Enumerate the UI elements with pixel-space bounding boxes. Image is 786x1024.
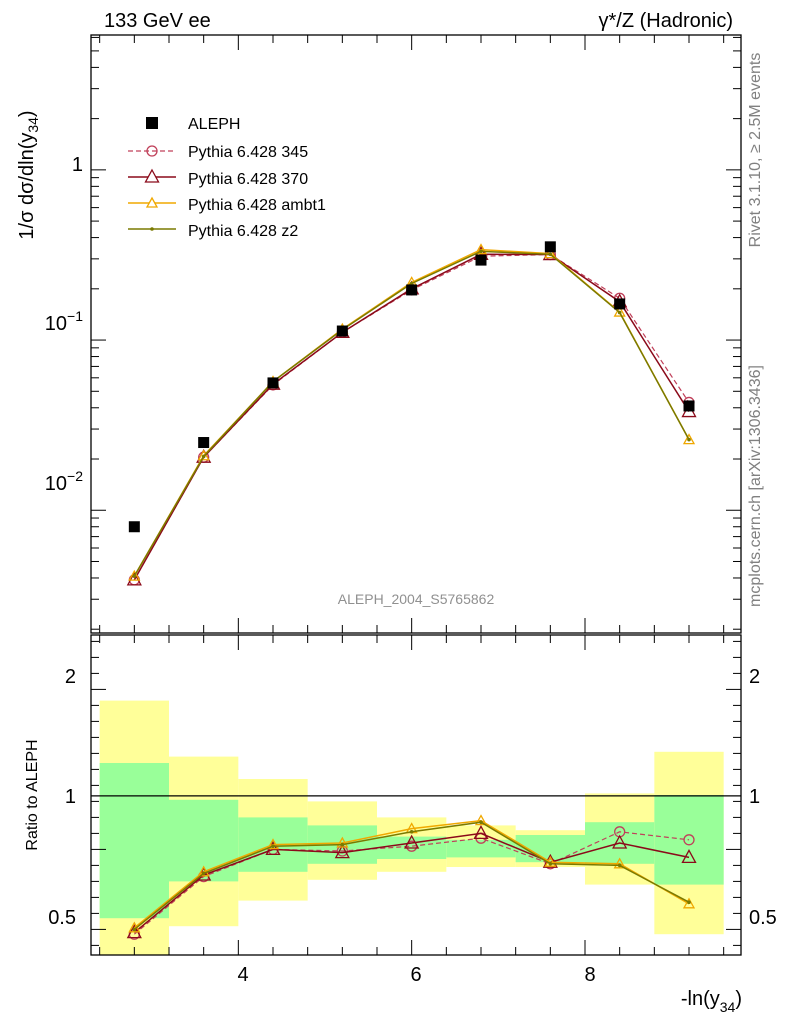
point-pythia-z2 — [617, 310, 622, 315]
point-pythia-370 — [681, 849, 697, 864]
point-aleph — [683, 400, 695, 412]
ratio-series — [126, 814, 697, 940]
xlabel-subscript: 34 — [720, 999, 736, 1015]
series-line-p370 — [133, 832, 690, 934]
point-pythia-z2 — [271, 844, 275, 848]
point-pythia-z2 — [548, 862, 553, 866]
ratio-ytick-right-0-5: 0.5 — [749, 907, 777, 929]
ratio-plot-frame — [90, 634, 742, 956]
main-ytick-10-1: 10−1 — [45, 308, 83, 335]
band-inner-bin — [446, 839, 516, 858]
legend-marker-370 — [144, 168, 160, 183]
rivet-version-label: Rivet 3.1.10, ≥ 2.5M events — [747, 53, 764, 248]
point-pythia-ambt1 — [682, 897, 696, 909]
point-aleph — [128, 521, 140, 533]
main-plot-frame — [90, 34, 742, 634]
legend-label-345: Pythia 6.428 345 — [188, 144, 308, 161]
mcplots-label: mcplots.cern.ch [arXiv:1306.3436] — [747, 365, 764, 607]
ylabel-1-over-sigma: 1/σ dσ/dln(y — [16, 133, 38, 240]
point-pythia-ambt1 — [266, 838, 280, 850]
legend-label-370: Pythia 6.428 370 — [188, 171, 308, 188]
point-pythia-z2 — [340, 842, 345, 847]
point-pythia-z2 — [201, 454, 206, 459]
main-ytick-10-2: 10−2 — [45, 468, 83, 495]
point-pythia-ambt1 — [197, 449, 210, 461]
point-aleph — [267, 377, 279, 389]
point-pythia-ambt1 — [682, 433, 696, 445]
point-pythia-ambt1 — [474, 814, 488, 826]
ratio-ytick-left-2: 2 — [65, 666, 76, 688]
legend-label-aleph: ALEPH — [188, 116, 240, 133]
series-line-p370 — [133, 253, 690, 581]
point-pythia-370 — [126, 571, 142, 586]
point-pythia-z2 — [479, 249, 483, 254]
point-pythia-ambt1 — [544, 247, 557, 259]
point-aleph — [336, 325, 348, 337]
point-pythia-z2 — [132, 574, 137, 578]
series-line-p345 — [133, 253, 690, 581]
header-right: γ*/Z (Hadronic) — [599, 10, 733, 32]
point-pythia-z2 — [201, 871, 206, 876]
point-pythia-ambt1 — [613, 857, 626, 869]
ylabel-subscript: 34 — [25, 117, 41, 133]
ratio-ytick-right-2: 2 — [749, 666, 760, 688]
point-pythia-z2 — [617, 863, 622, 868]
point-pythia-z2 — [479, 820, 483, 824]
legend-marker-z2 — [150, 227, 154, 231]
series-line-z2 — [133, 250, 690, 577]
ratio-ytick-left-1: 1 — [65, 786, 76, 808]
ratio-ytick-right-1: 1 — [749, 786, 760, 808]
legend-marker-345 — [146, 145, 158, 157]
main-ytick-1: 1 — [72, 154, 83, 176]
point-pythia-z2 — [132, 927, 137, 932]
point-pythia-ambt1 — [197, 865, 210, 877]
x-axis-title: -ln(y34) — [681, 988, 742, 1015]
point-pythia-z2 — [687, 437, 691, 442]
point-pythia-370 — [612, 834, 628, 849]
legend-label-ambt1: Pythia 6.428 ambt1 — [188, 197, 326, 214]
point-aleph — [406, 284, 418, 296]
point-pythia-ambt1 — [336, 836, 349, 848]
xtick-8: 8 — [584, 964, 595, 986]
point-aleph — [544, 241, 556, 253]
point-pythia-370 — [404, 834, 420, 849]
point-pythia-z2 — [409, 281, 414, 286]
point-pythia-z2 — [687, 900, 691, 904]
point-pythia-370 — [334, 844, 350, 859]
xtick-6: 6 — [410, 964, 421, 986]
header-left: 133 GeV ee — [104, 10, 211, 32]
point-pythia-z2 — [548, 252, 553, 257]
point-pythia-z2 — [409, 830, 414, 834]
point-pythia-ambt1 — [613, 305, 626, 317]
point-aleph — [198, 437, 210, 449]
point-pythia-ambt1 — [474, 243, 488, 255]
ratio-y-axis-title: Ratio to ALEPH — [24, 739, 41, 850]
axis-ticks — [91, 35, 741, 955]
main-series — [126, 241, 697, 586]
band-inner-bin — [99, 763, 169, 919]
point-aleph — [614, 298, 626, 310]
xtick-4: 4 — [237, 964, 248, 986]
ratio-uncertainty-bands — [99, 700, 724, 955]
analysis-id-watermark: ALEPH_2004_S5765862 — [338, 591, 495, 607]
main-y-axis-title: 1/σ dσ/dln(y34) — [16, 110, 41, 239]
series-line-p345 — [133, 831, 690, 935]
point-pythia-370 — [473, 825, 489, 840]
point-aleph — [475, 254, 487, 266]
legend-marker-ambt1 — [145, 196, 159, 208]
x-axis-title-text: -ln(y — [681, 988, 720, 1010]
series-line-ambt1 — [133, 248, 690, 577]
legend-label-z2: Pythia 6.428 z2 — [188, 223, 298, 240]
point-pythia-ambt1 — [128, 569, 141, 581]
point-pythia-345 — [683, 834, 695, 846]
series-line-ambt1 — [133, 819, 690, 929]
legend-marker-aleph — [146, 117, 158, 129]
legend: ALEPH Pythia 6.428 345 Pythia 6.428 370 … — [128, 116, 326, 240]
ratio-ytick-left-0-5: 0.5 — [48, 907, 76, 929]
